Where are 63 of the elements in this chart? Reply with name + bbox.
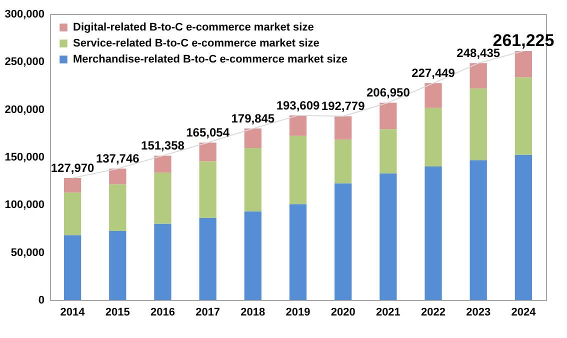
bar xyxy=(64,192,82,236)
bar xyxy=(334,140,352,184)
y-tick-label: 0 xyxy=(38,294,44,306)
x-tick-label: 2023 xyxy=(466,306,491,318)
x-tick-label: 2018 xyxy=(240,306,266,318)
x-tick-label: 2017 xyxy=(196,306,220,318)
x-tick-label: 2022 xyxy=(421,306,446,318)
x-tick-label: 2015 xyxy=(105,306,130,318)
total-label: 127,970 xyxy=(50,161,95,175)
y-tick-label: 100,000 xyxy=(4,199,44,212)
bar xyxy=(154,172,172,224)
total-label: 206,950 xyxy=(366,86,410,100)
total-label: 165,054 xyxy=(186,126,230,140)
legend-label: Merchandise-related B-to-C e-commerce market size xyxy=(73,54,348,66)
bar xyxy=(424,108,442,167)
bar xyxy=(64,235,82,300)
y-tick-label: 200,000 xyxy=(4,104,44,116)
bar xyxy=(199,142,216,162)
bar xyxy=(514,77,532,155)
x-tick-label: 2020 xyxy=(330,306,356,318)
bar xyxy=(470,88,487,160)
bar xyxy=(109,184,126,231)
bar xyxy=(289,204,307,300)
y-tick-label: 150,000 xyxy=(4,152,44,164)
x-tick-label: 2019 xyxy=(286,306,310,318)
bar xyxy=(64,178,82,192)
bar xyxy=(334,116,352,140)
legend-label: Service-related B-to-C e-commerce market size xyxy=(73,38,320,50)
bar xyxy=(470,160,487,300)
bar xyxy=(514,154,532,300)
bar xyxy=(244,128,262,148)
bar xyxy=(289,136,307,204)
bar xyxy=(109,168,126,184)
y-tick-label: 300,000 xyxy=(4,8,44,20)
bar xyxy=(380,129,397,174)
bar xyxy=(334,183,352,300)
total-label: 227,449 xyxy=(412,66,456,80)
total-label: 192,779 xyxy=(321,99,366,114)
bar xyxy=(424,83,442,108)
x-tick-label: 2016 xyxy=(150,306,175,318)
bar xyxy=(154,224,172,300)
total-label: 179,845 xyxy=(231,112,275,126)
bar xyxy=(470,63,487,88)
x-tick-label: 2014 xyxy=(60,306,86,318)
bar xyxy=(424,166,442,300)
bar xyxy=(199,161,216,218)
bar xyxy=(244,211,262,300)
y-tick-label: 50,000 xyxy=(10,246,44,259)
bar xyxy=(514,50,532,78)
y-tick-label: 250,000 xyxy=(4,56,44,68)
bar xyxy=(380,173,397,300)
x-tick-label: 2021 xyxy=(376,306,400,318)
bar xyxy=(289,115,307,136)
bar xyxy=(380,102,397,130)
legend-label: Digital-related B-to-C e-commerce market size xyxy=(73,22,314,34)
x-tick-label: 2024 xyxy=(511,306,537,318)
total-label: 137,746 xyxy=(96,152,140,166)
bar xyxy=(154,156,172,173)
bar xyxy=(109,230,126,300)
bar xyxy=(244,148,262,212)
total-label: 151,358 xyxy=(141,138,185,153)
bar xyxy=(199,218,216,300)
total-label: 193,609 xyxy=(276,98,320,112)
